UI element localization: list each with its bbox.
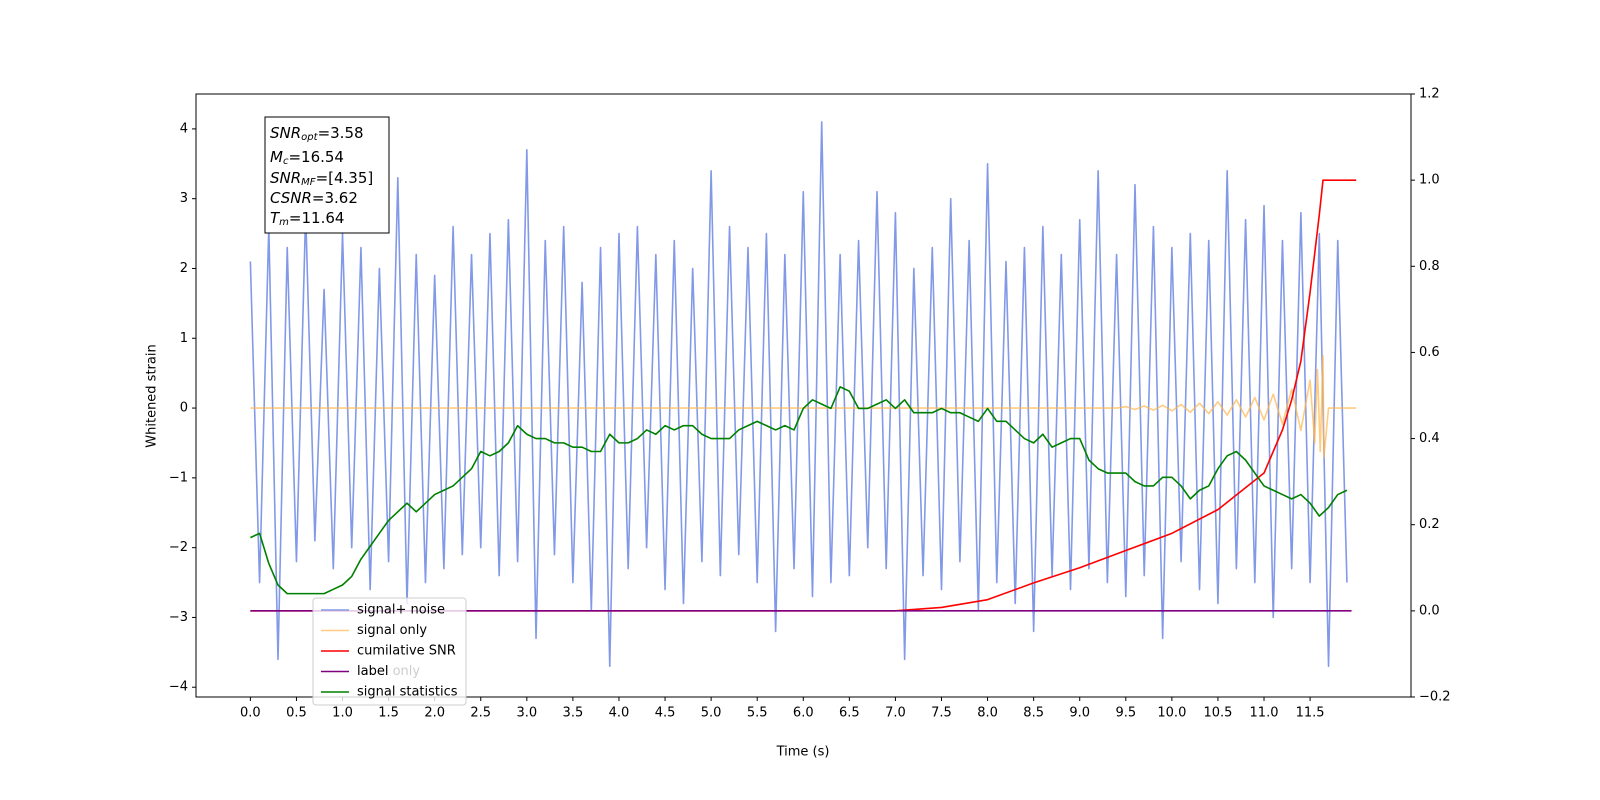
x-tick-label: 2.0 xyxy=(424,706,445,721)
x-tick-label: 4.5 xyxy=(655,706,676,721)
x-tick-label: 1.0 xyxy=(332,706,353,721)
y2-tick-label: 0.6 xyxy=(1419,345,1440,360)
x-tick-label: 11.5 xyxy=(1296,706,1325,721)
annotation-subscript: m xyxy=(279,217,289,228)
y-tick-label: 1 xyxy=(180,331,188,346)
y-tick-label: 0 xyxy=(180,401,188,416)
annotation-box xyxy=(264,116,390,234)
legend-label: cumilative SNR xyxy=(357,644,456,659)
plot-frame xyxy=(195,93,1412,698)
legend-label: signal statistics xyxy=(357,685,458,700)
y2-tick-label: 1.0 xyxy=(1419,173,1440,188)
x-tick-label: 6.0 xyxy=(793,706,814,721)
y2-tick-label: 0.8 xyxy=(1419,259,1440,274)
legend-label: signal only xyxy=(357,623,427,638)
annotation-value: =3.58 xyxy=(318,124,364,142)
annotation-symbol: SNR xyxy=(270,124,301,142)
annotation: SNRopt=3.58Mc=16.54SNRMF=[4.35]CSNR=3.62… xyxy=(264,116,390,234)
annotation-line: SNRMF=[4.35] xyxy=(270,169,373,189)
annotation-line: Mc=16.54 xyxy=(270,148,344,168)
annotation-value: =11.64 xyxy=(289,209,345,227)
series-line xyxy=(249,121,1348,668)
annotation-symbol: T xyxy=(270,209,281,227)
x-axis-label: Time (s) xyxy=(776,745,830,760)
annotation-subscript: MF xyxy=(301,177,316,188)
y2-tick-label: 0.2 xyxy=(1419,517,1440,532)
x-tick-label: 3.0 xyxy=(516,706,537,721)
y-tick-label: −4 xyxy=(169,680,188,695)
x-tick-label: 7.5 xyxy=(931,706,952,721)
annotation-subscript: c xyxy=(283,156,289,167)
annotation-line: CSNR=3.62 xyxy=(270,189,358,207)
y2-tick-label: 0.4 xyxy=(1419,431,1440,446)
x-tick-label: 8.5 xyxy=(1023,706,1044,721)
y2-tick-label: 1.2 xyxy=(1419,87,1440,102)
annotation-value: =16.54 xyxy=(288,148,344,166)
x-tick-label: 9.0 xyxy=(1069,706,1090,721)
x-tick-label: 7.0 xyxy=(885,706,906,721)
x-tick-label: 0.5 xyxy=(286,706,307,721)
y-tick-label: 3 xyxy=(180,191,188,206)
annotation-symbol: M xyxy=(270,148,283,166)
y2-tick-label: 0.0 xyxy=(1419,603,1440,618)
annotation-line: Tm=11.64 xyxy=(270,209,344,229)
x-tick-label: 10.0 xyxy=(1157,706,1186,721)
annotation-symbol: CSNR xyxy=(270,189,312,207)
x-tick-label: 3.5 xyxy=(563,706,584,721)
y-tick-label: 2 xyxy=(180,261,188,276)
legend-label: label xyxy=(357,664,388,679)
x-tick-label: 9.5 xyxy=(1115,706,1136,721)
x-tick-label: 10.5 xyxy=(1203,706,1232,721)
y-axis-label: Whitened strain xyxy=(145,344,160,447)
series-line xyxy=(250,179,1357,612)
x-tick-label: 1.5 xyxy=(378,706,399,721)
series-line xyxy=(250,386,1348,595)
x-tick-label: 2.5 xyxy=(470,706,491,721)
x-tick-label: 8.0 xyxy=(977,706,998,721)
legend-label: signal+ noise xyxy=(357,603,445,618)
x-tick-label: 4.0 xyxy=(609,706,630,721)
x-tick-label: 11.0 xyxy=(1250,706,1279,721)
y-tick-label: −1 xyxy=(169,470,188,485)
y2-tick-label: −0.2 xyxy=(1419,690,1451,705)
legend-box xyxy=(312,597,467,706)
x-tick-label: 6.5 xyxy=(839,706,860,721)
x-tick-label: 5.5 xyxy=(747,706,768,721)
series-line xyxy=(250,354,1357,458)
annotation-subscript: opt xyxy=(301,132,318,143)
x-tick-label: 5.0 xyxy=(701,706,722,721)
y-tick-label: −2 xyxy=(169,540,188,555)
y-tick-label: −3 xyxy=(169,610,188,625)
annotation-symbol: SNR xyxy=(270,169,301,187)
annotation-value: =3.62 xyxy=(312,189,358,207)
annotation-line: SNRopt=3.58 xyxy=(270,124,364,144)
y-tick-label: 4 xyxy=(180,121,188,136)
annotation-value: =[4.35] xyxy=(316,169,374,187)
x-tick-label: 0.0 xyxy=(240,706,261,721)
